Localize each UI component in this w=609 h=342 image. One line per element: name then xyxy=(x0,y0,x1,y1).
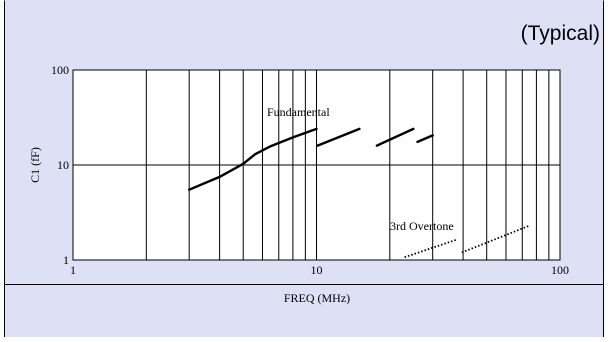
series-fundamental-segment xyxy=(187,127,318,191)
series-fundamental-segment xyxy=(375,127,415,147)
chart-panel: 1 10 100 1 10 100 (Typical) Fundamental 3rd O… xyxy=(4,0,604,337)
tick-labels: 1 10 100 1 10 100 xyxy=(51,63,569,277)
series-layer xyxy=(187,127,530,259)
x-tick-label: 10 xyxy=(311,263,323,277)
y-tick-label: 1 xyxy=(63,253,69,267)
series-3rd-overtone-segment xyxy=(461,224,530,254)
series-3rd-overtone-segment xyxy=(404,238,458,259)
series-fundamental-segment xyxy=(416,134,434,144)
chart: 1 10 100 1 10 100 (Typical) Fundamental 3rd O… xyxy=(4,0,604,337)
x-axis-label: FREQ (MHz) xyxy=(284,291,350,305)
series-label-fundamental: Fundamental xyxy=(267,105,330,119)
grid xyxy=(73,70,560,260)
x-tick-label: 100 xyxy=(551,263,569,277)
series-label-3rd-overtone: 3rd Overtone xyxy=(390,219,454,233)
x-tick-label: 1 xyxy=(70,263,76,277)
typical-note: (Typical) xyxy=(521,22,600,45)
y-axis-label: C1 (fF) xyxy=(28,147,42,183)
series-fundamental-segment xyxy=(316,127,361,147)
y-tick-label: 10 xyxy=(57,158,69,172)
y-tick-label: 100 xyxy=(51,63,69,77)
panel-border xyxy=(4,0,604,337)
